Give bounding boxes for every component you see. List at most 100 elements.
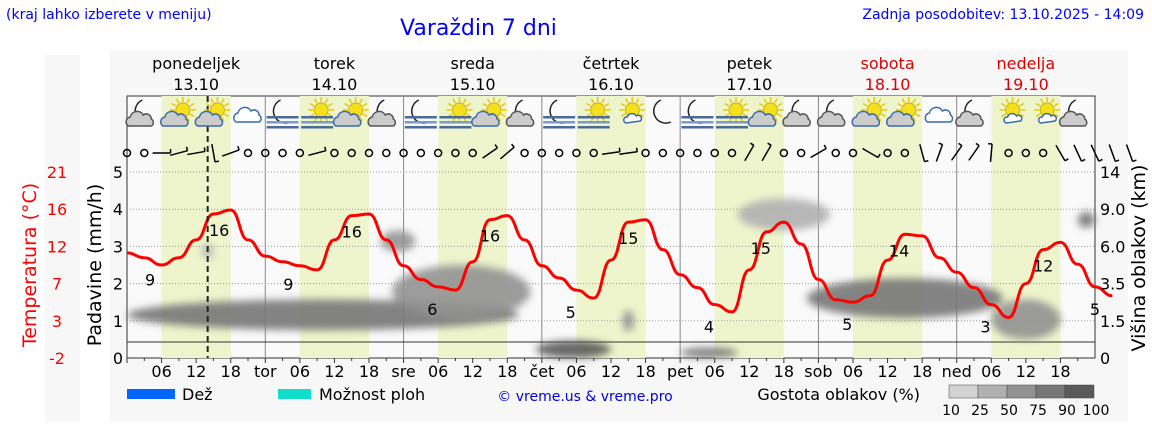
calm-wind-icon: [779, 148, 789, 158]
x-tick-hour: 06: [705, 362, 725, 381]
day-name: ponedeljek: [152, 54, 241, 73]
calm-wind-icon: [537, 148, 547, 158]
temperature-tick: 16: [47, 200, 67, 219]
day-date: 17.10: [726, 75, 772, 94]
wind-barb-icon: [919, 144, 929, 163]
sun-fog-icon: [577, 97, 611, 129]
cloud-density-tick: 10: [942, 403, 960, 419]
fog-line: [266, 126, 299, 129]
calm-wind-icon: [364, 148, 374, 158]
wind-shaft: [169, 149, 188, 157]
wind-barb: [958, 142, 963, 147]
sun-cloud-icon: [886, 97, 922, 127]
calm-wind-icon: [520, 148, 529, 158]
fog-line: [716, 126, 748, 129]
sun-ray: [324, 98, 329, 104]
wind-shaft: [211, 144, 216, 162]
sun-ray: [880, 113, 886, 118]
temperature-label: 16: [342, 223, 362, 242]
fog-line: [301, 116, 334, 119]
calm-wind-icon: [900, 148, 910, 158]
sun-ray: [862, 102, 868, 107]
cloud-height-tick: 9.0: [1100, 200, 1125, 219]
x-tick-hour: 18: [359, 362, 379, 381]
wind-barb: [237, 145, 240, 151]
wind-shaft: [1090, 144, 1100, 162]
sun-fog-icon: [716, 97, 749, 129]
calm-wind-icon: [675, 148, 685, 158]
temperature-tick: 12: [47, 237, 67, 256]
cloud-density-label: Gostota oblakov (%): [757, 385, 920, 404]
cloud-density-tick: 50: [1000, 403, 1018, 419]
wind-shaft: [989, 143, 993, 163]
wind-shaft: [968, 145, 980, 161]
sun-ray: [359, 116, 363, 122]
wind-shaft: [1055, 144, 1066, 162]
sun-ray: [210, 98, 215, 104]
sun-ray: [742, 102, 748, 107]
sun-ray: [1050, 98, 1055, 104]
sun-ray: [625, 98, 629, 104]
wind-barb-icon: [169, 146, 189, 157]
day-date: 19.10: [1003, 75, 1049, 94]
day-date: 18.10: [865, 75, 911, 94]
wind-shaft: [744, 144, 755, 162]
wind-barb-icon: [1055, 144, 1069, 162]
sun-fog-icon: [301, 97, 335, 129]
day-date: 15.10: [450, 75, 496, 94]
temperature-label: 15: [751, 239, 771, 258]
sun-ray: [912, 116, 917, 122]
calm-wind-icon: [796, 148, 806, 158]
wind-barb-icon: [211, 144, 220, 163]
sun-ray: [500, 102, 506, 107]
fog-line: [266, 116, 299, 119]
wind-barb-icon: [187, 147, 206, 156]
page-title: Varaždin 7 dni: [400, 16, 557, 41]
cloud: [160, 110, 189, 127]
wind-barb: [494, 144, 498, 149]
cloud: [816, 110, 846, 127]
sun-ray: [186, 116, 191, 122]
x-tick-day: pet: [667, 362, 693, 381]
calm-wind-icon: [140, 148, 149, 158]
daylight-band: [576, 96, 646, 358]
cloud-density-tick: 75: [1029, 403, 1047, 419]
fog-line: [543, 116, 576, 119]
calm-wind-icon: [261, 148, 270, 158]
wind-shaft: [499, 146, 515, 160]
fog-line: [404, 121, 437, 124]
cloud: [1058, 110, 1088, 127]
sun-cloud-icon: [851, 97, 888, 127]
sun-cloud-icon: [471, 97, 507, 127]
temperature-label: 14: [889, 241, 909, 260]
x-tick-hour: 06: [566, 362, 586, 381]
sun-ray: [205, 102, 211, 107]
wind-barb-icon: [152, 149, 172, 154]
wind-barb-icon: [988, 142, 993, 163]
temperature-label: 3: [980, 318, 990, 337]
sun-ray: [220, 98, 225, 104]
sun-ray: [777, 113, 783, 118]
wind-shaft: [935, 144, 944, 162]
sun-ray: [344, 102, 350, 107]
location-hint[interactable]: (kraj lahko izberete v meniju): [6, 7, 212, 23]
moon-icon: [653, 99, 672, 124]
calm-wind-icon: [433, 148, 443, 158]
sun-ray: [1000, 102, 1007, 107]
wind-barb: [924, 159, 929, 163]
sun-ray: [912, 98, 917, 104]
calm-wind-icon: [693, 148, 702, 158]
cloud-blob: [680, 347, 738, 358]
wind-barb-icon: [619, 147, 638, 155]
wind-barb: [749, 142, 755, 146]
calm-wind-icon: [658, 148, 668, 158]
temperature-tick: 7: [52, 275, 62, 294]
calm-wind-icon: [727, 148, 737, 158]
wind-barb-icon: [222, 145, 240, 157]
sun-ray: [313, 98, 318, 104]
cloud-blob: [392, 265, 531, 319]
cloud-height-axis-label: Višina oblakov (km): [1128, 165, 1150, 352]
cloud-density-swatch: [977, 384, 1008, 399]
fog-line: [439, 116, 472, 119]
sun-ray: [901, 98, 906, 104]
